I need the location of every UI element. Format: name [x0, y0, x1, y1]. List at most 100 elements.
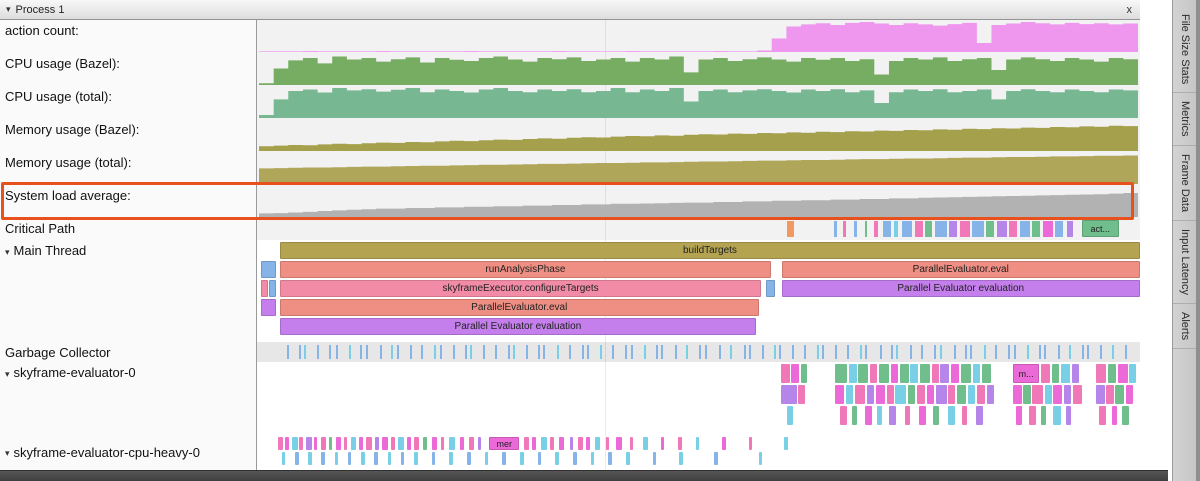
critical-path-event[interactable]	[949, 221, 958, 237]
gc-event[interactable]	[1013, 345, 1016, 359]
trace-event[interactable]	[660, 437, 665, 450]
gc-event[interactable]	[557, 345, 560, 359]
gc-event[interactable]	[434, 345, 437, 359]
trace-event[interactable]	[328, 437, 333, 450]
trace-event[interactable]	[919, 406, 927, 425]
trace-event[interactable]	[679, 452, 683, 465]
gc-event[interactable]	[568, 345, 571, 359]
trace-event[interactable]	[398, 437, 404, 450]
gc-event[interactable]	[865, 345, 868, 359]
trace-event[interactable]	[854, 385, 866, 404]
gc-event[interactable]	[421, 345, 424, 359]
gc-event[interactable]	[934, 345, 937, 359]
critical-path-event[interactable]	[864, 221, 868, 237]
trace-event[interactable]	[532, 437, 537, 450]
trace-event[interactable]	[931, 364, 939, 383]
trace-event[interactable]	[1032, 385, 1043, 404]
gc-event[interactable]	[1043, 345, 1046, 359]
gc-event[interactable]	[1026, 345, 1029, 359]
trace-event[interactable]	[449, 452, 454, 465]
gc-event[interactable]	[600, 345, 603, 359]
gc-event[interactable]	[537, 345, 540, 359]
gc-event[interactable]	[581, 345, 584, 359]
trace-event[interactable]	[957, 385, 967, 404]
slice-m[interactable]: m...	[1012, 364, 1040, 383]
gc-event[interactable]	[995, 345, 998, 359]
trace-event[interactable]	[400, 452, 405, 465]
slice-parallel-evaluator-evaluation[interactable]: Parallel Evaluator evaluation	[781, 280, 1140, 297]
trace-event[interactable]	[629, 437, 634, 450]
trace-event[interactable]	[320, 437, 326, 450]
critical-path-event[interactable]	[1032, 221, 1041, 237]
trace-event[interactable]	[780, 364, 791, 383]
trace-event[interactable]	[1099, 406, 1107, 425]
trace-event[interactable]	[948, 385, 956, 404]
gc-event[interactable]	[513, 345, 516, 359]
trace-event[interactable]	[976, 385, 986, 404]
trace-event[interactable]	[350, 437, 356, 450]
gc-event[interactable]	[718, 345, 721, 359]
gc-event[interactable]	[453, 345, 456, 359]
trace-event[interactable]	[886, 385, 894, 404]
trace-event[interactable]	[616, 437, 622, 450]
trace-event[interactable]	[278, 437, 284, 450]
trace-event[interactable]	[1065, 406, 1072, 425]
slice-mer[interactable]: mer	[489, 437, 520, 450]
slice-buildtargets[interactable]: buildTargets	[279, 242, 1140, 259]
trace-event[interactable]	[845, 385, 854, 404]
trace-event[interactable]	[1129, 364, 1137, 383]
trace-event[interactable]	[484, 452, 489, 465]
trace-event[interactable]	[1012, 385, 1022, 404]
critical-path-event[interactable]	[1042, 221, 1053, 237]
trace-event[interactable]	[940, 364, 950, 383]
trace-event[interactable]	[431, 452, 436, 465]
gc-event[interactable]	[643, 345, 646, 359]
trace-event[interactable]	[907, 385, 915, 404]
counter-chart-cpu-usage-bazel[interactable]	[257, 53, 1140, 86]
critical-path-event[interactable]	[959, 221, 970, 237]
trace-event[interactable]	[308, 452, 312, 465]
critical-path-event[interactable]	[786, 221, 794, 237]
gc-event[interactable]	[699, 345, 702, 359]
gc-event[interactable]	[970, 345, 973, 359]
slice-runanalysisphase[interactable]: runAnalysisPhase	[279, 261, 771, 278]
gc-event[interactable]	[1069, 345, 1072, 359]
gc-event[interactable]	[348, 345, 351, 359]
trace-event[interactable]	[523, 437, 529, 450]
trace-event[interactable]	[927, 385, 935, 404]
trace-event[interactable]	[695, 437, 700, 450]
gc-event[interactable]	[587, 345, 590, 359]
trace-event[interactable]	[608, 452, 612, 465]
trace-event[interactable]	[916, 385, 926, 404]
gc-event[interactable]	[365, 345, 368, 359]
trace-event[interactable]	[595, 437, 601, 450]
critical-path-event[interactable]	[996, 221, 1007, 237]
trace-event[interactable]	[285, 437, 289, 450]
trace-event[interactable]	[1053, 385, 1063, 404]
close-button[interactable]: x	[1126, 3, 1133, 16]
critical-path-event[interactable]	[1055, 221, 1064, 237]
gc-event[interactable]	[303, 345, 306, 359]
gc-event[interactable]	[921, 345, 924, 359]
trace-event[interactable]	[1051, 364, 1059, 383]
trace-event[interactable]	[936, 385, 947, 404]
trace-event[interactable]	[905, 406, 911, 425]
counter-chart-memory-usage-bazel[interactable]	[257, 119, 1140, 152]
critical-path-event[interactable]	[1019, 221, 1030, 237]
collapse-icon[interactable]: ▾	[6, 4, 11, 14]
trace-event[interactable]	[374, 452, 378, 465]
counter-chart-action-count[interactable]	[257, 20, 1140, 53]
trace-event[interactable]	[1095, 385, 1105, 404]
gc-event[interactable]	[939, 345, 942, 359]
critical-path-event[interactable]	[883, 221, 891, 237]
tab-frame-data[interactable]: Frame Data	[1173, 146, 1196, 221]
slice-act[interactable]: act...	[1081, 220, 1119, 237]
critical-path-event[interactable]	[935, 221, 947, 237]
trace-slice[interactable]	[260, 299, 277, 316]
trace-event[interactable]	[460, 437, 464, 450]
trace-event[interactable]	[869, 364, 877, 383]
trace-event[interactable]	[407, 437, 411, 450]
gc-event[interactable]	[1057, 345, 1060, 359]
trace-event[interactable]	[541, 437, 547, 450]
trace-event[interactable]	[382, 437, 388, 450]
